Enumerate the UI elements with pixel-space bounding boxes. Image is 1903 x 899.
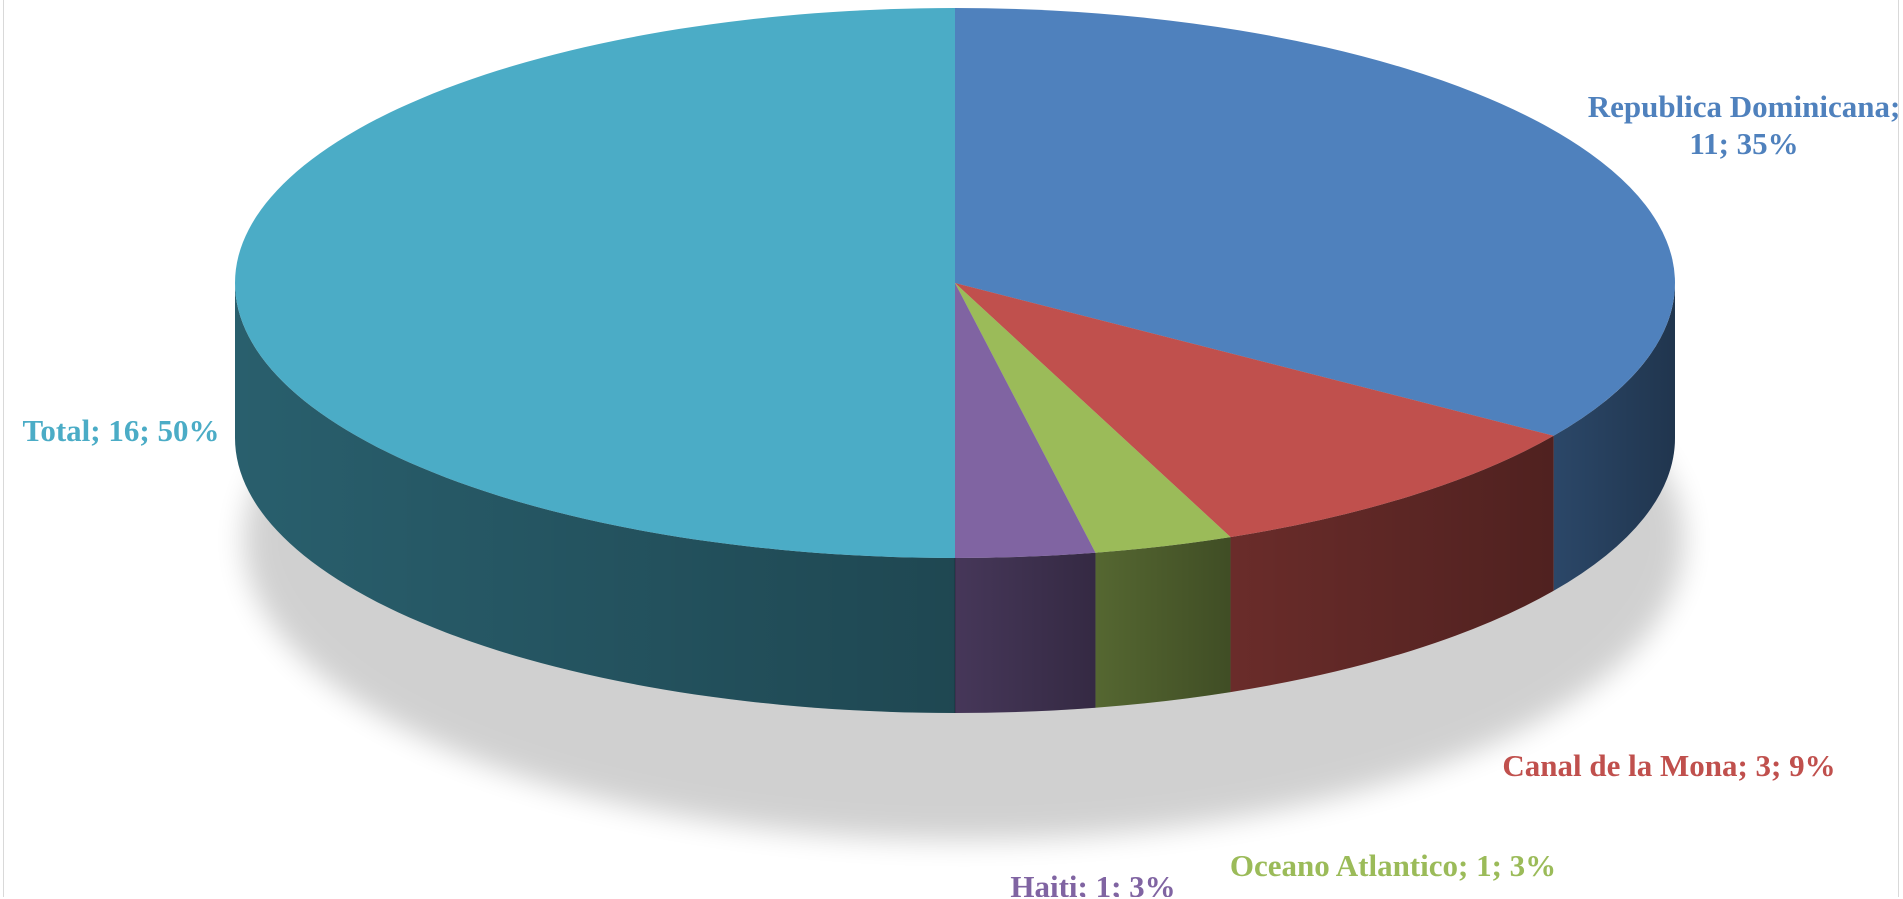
data-label-haiti: Haiti; 1; 3% (1010, 869, 1175, 897)
data-label-canal-de-la-mona: Canal de la Mona; 3; 9% (1502, 748, 1835, 783)
pie-chart: Republica Dominicana;11; 35% Canal de la … (23, 8, 1900, 897)
pie-side-shade-haiti (955, 552, 1096, 713)
pie-slice-total (235, 8, 955, 558)
pie-slice-republica-dominicana (955, 8, 1676, 436)
pie-side-shade-canal-de-la-mona (1230, 435, 1554, 693)
pie-slice-haiti (955, 283, 1096, 558)
pie-side-shade-total (235, 283, 955, 713)
pie-slice-canal-de-la-mona (955, 283, 1554, 538)
pie-slice-oceano-atlantico (955, 283, 1231, 553)
data-label-republica-dominicana-line2: 11; 35% (1689, 126, 1798, 161)
data-label-republica-dominicana: Republica Dominicana; (1588, 89, 1900, 124)
pie-side-shade-oceano-atlantico (1095, 537, 1231, 708)
data-label-total: Total; 16; 50% (23, 413, 220, 448)
data-label-oceano-atlantico: Oceano Atlantico; 1; 3% (1230, 848, 1556, 883)
pie-side-shade-republica-dominicana (1553, 283, 1675, 591)
chart-area: Republica Dominicana; 11; 35% Canal de la … (3, 0, 1900, 897)
